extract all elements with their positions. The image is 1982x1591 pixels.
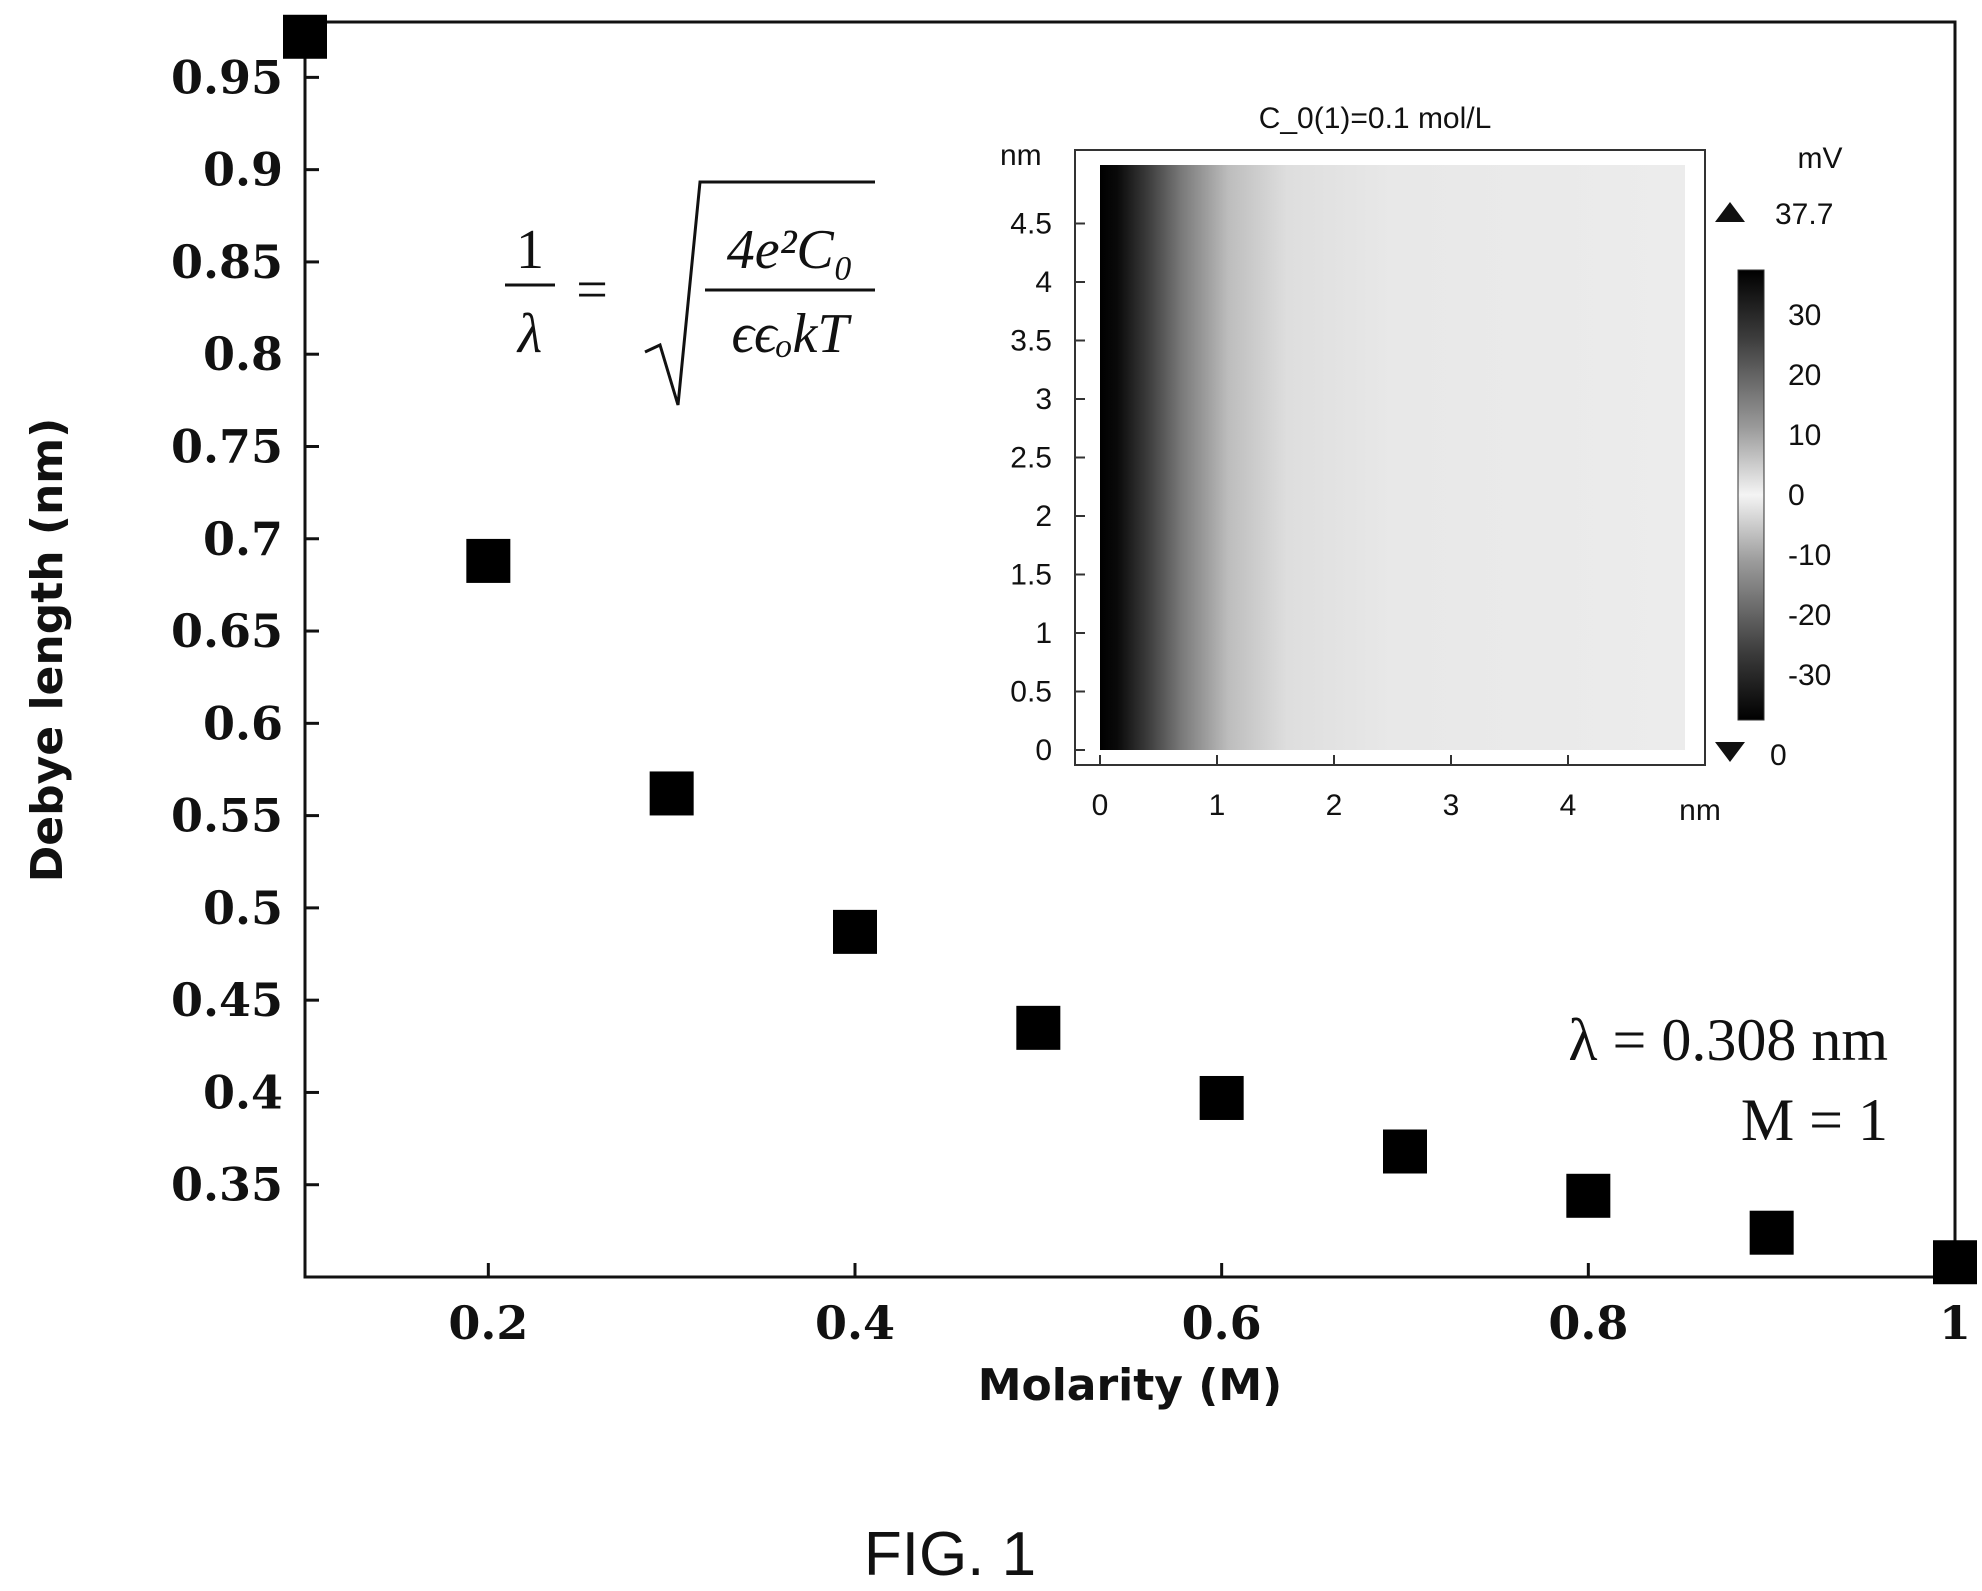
data-point-square <box>1749 1210 1794 1255</box>
data-point-square <box>1016 1005 1061 1050</box>
debye-formula: 1 λ = 4e²C₀ ϵϵₒkT <box>505 180 875 406</box>
svg-text:1: 1 <box>516 219 544 281</box>
inset-y-tick-label: 3 <box>1035 383 1052 416</box>
y-tick-label: 0.95 <box>171 50 283 104</box>
colorbar-max-arrow-icon <box>1715 202 1745 222</box>
inset-y-tick-label: 2.5 <box>1010 442 1052 475</box>
inset-x-tick-label: 0 <box>1092 789 1109 822</box>
colorbar: mV 37.7 30 20 10 0 -10 -20 -30 0 <box>1715 142 1843 772</box>
colorbar-tick-label: 20 <box>1788 359 1821 392</box>
inset-x-unit: nm <box>1679 794 1721 827</box>
inset-y-tick-label: 0.5 <box>1010 676 1052 709</box>
data-point-square <box>1383 1129 1427 1174</box>
y-axis-title: Debye length (nm) <box>22 418 73 883</box>
y-tick-label: 0.45 <box>171 973 283 1027</box>
colorbar-gradient <box>1737 269 1765 721</box>
x-tick-label: 0.2 <box>448 1296 528 1350</box>
inset-heatmap: C_0(1)=0.1 mol/L nm nm 0 0.5 1 1.5 2 2.5 3 3.5 4… <box>1000 102 1721 827</box>
inset-y-tick-label: 3.5 <box>1010 325 1052 358</box>
y-tick-label: 0.65 <box>171 604 283 658</box>
inset-x-tick-label: 4 <box>1560 789 1577 822</box>
inset-x-tick-label: 2 <box>1326 789 1343 822</box>
colorbar-tick-label: -20 <box>1788 599 1831 632</box>
inset-x-tick-label: 1 <box>1209 789 1226 822</box>
colorbar-unit: mV <box>1798 142 1843 175</box>
y-tick-label: 0.55 <box>171 789 283 843</box>
data-point-square <box>649 771 694 816</box>
x-tick-label: 0.8 <box>1548 1296 1628 1350</box>
y-tick-label: 0.7 <box>203 512 283 566</box>
inset-y-tick-label: 0 <box>1035 734 1052 767</box>
y-tick-label: 0.8 <box>203 327 283 381</box>
figure-label: FIG. 1 <box>864 1520 1036 1589</box>
colorbar-ticks: 30 20 10 0 -10 -20 -30 <box>1788 299 1831 692</box>
y-tick-label: 0.4 <box>203 1065 283 1119</box>
inset-y-tick-label: 4 <box>1035 266 1052 299</box>
y-tick-label: 0.6 <box>203 696 283 750</box>
colorbar-tick-label: -10 <box>1788 539 1831 572</box>
data-point-square <box>1933 1240 1977 1285</box>
y-tick-label: 0.35 <box>171 1158 283 1212</box>
result-molarity: M = 1 <box>1741 1087 1888 1153</box>
svg-text:λ: λ <box>516 303 542 365</box>
data-point-square <box>833 909 877 954</box>
inset-y-tick-label: 4.5 <box>1010 208 1052 241</box>
x-tick-label: 0.4 <box>815 1296 895 1350</box>
inset-x-tick-label: 3 <box>1443 789 1460 822</box>
svg-text:ϵϵₒkT: ϵϵₒkT <box>731 303 852 365</box>
result-lambda: λ = 0.308 nm <box>1568 1007 1888 1073</box>
svg-text:4e²C₀: 4e²C₀ <box>727 219 853 281</box>
colorbar-min-arrow-icon <box>1715 742 1745 762</box>
inset-y-unit: nm <box>1000 139 1042 172</box>
colorbar-tick-label: 30 <box>1788 299 1821 332</box>
data-point-square <box>283 14 327 59</box>
colorbar-tick-label: -30 <box>1788 659 1831 692</box>
inset-title: C_0(1)=0.1 mol/L <box>1259 102 1492 135</box>
inset-y-ticks: 0 0.5 1 1.5 2 2.5 3 3.5 4 4.5 <box>1010 208 1085 767</box>
y-tick-label: 0.75 <box>171 419 283 473</box>
data-points <box>283 14 1977 1285</box>
data-point-square <box>1199 1075 1244 1120</box>
colorbar-tick-label: 0 <box>1788 479 1805 512</box>
data-point-square <box>466 538 511 583</box>
data-point-square <box>1566 1173 1611 1218</box>
x-axis-ticks: 0.2 0.4 0.6 0.8 1 <box>448 1263 1971 1350</box>
colorbar-tick-label: 10 <box>1788 419 1821 452</box>
svg-text:=: = <box>576 259 608 321</box>
inset-y-tick-label: 2 <box>1035 500 1052 533</box>
y-tick-label: 0.5 <box>203 881 283 935</box>
inset-y-tick-label: 1.5 <box>1010 559 1052 592</box>
colorbar-min-label: 0 <box>1770 739 1787 772</box>
inset-y-tick-label: 1 <box>1035 617 1052 650</box>
y-tick-label: 0.85 <box>171 235 283 289</box>
inset-field <box>1100 165 1685 750</box>
inset-x-ticks: 0 1 2 3 4 <box>1092 755 1577 822</box>
x-axis-title: Molarity (M) <box>978 1360 1283 1411</box>
x-tick-label: 1 <box>1939 1296 1971 1350</box>
colorbar-max-label: 37.7 <box>1775 198 1833 231</box>
x-tick-label: 0.6 <box>1182 1296 1262 1350</box>
y-axis-ticks: 0.35 0.4 0.45 0.5 0.55 0.6 0.65 0.7 0.75 0.8 0.85 0… <box>171 50 319 1212</box>
y-tick-label: 0.9 <box>203 143 283 197</box>
plot-frame <box>303 20 1957 1279</box>
